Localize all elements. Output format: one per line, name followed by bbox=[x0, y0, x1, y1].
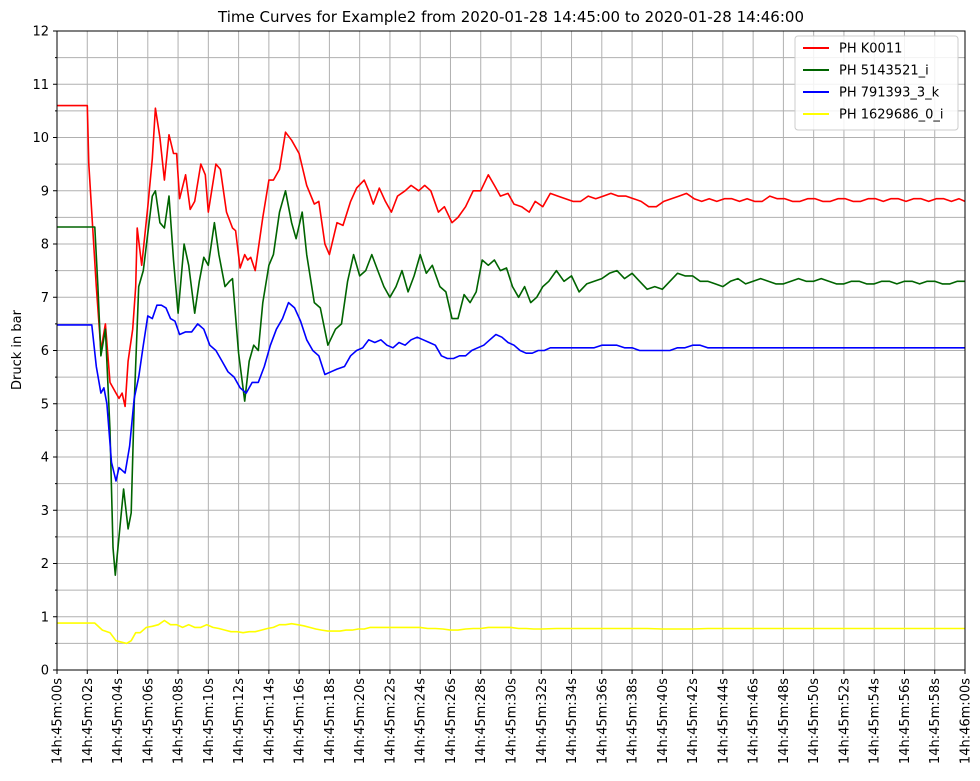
x-tick-label: 14h:45m:34s bbox=[565, 678, 580, 764]
x-tick-label: 14h:45m:40s bbox=[656, 678, 671, 764]
y-tick-label: 4 bbox=[41, 451, 49, 466]
x-tick-label: 14h:45m:22s bbox=[383, 678, 398, 764]
x-tick-label: 14h:45m:18s bbox=[323, 678, 338, 764]
y-tick-label: 9 bbox=[41, 184, 49, 199]
x-tick-label: 14h:45m:52s bbox=[837, 678, 852, 764]
x-tick-label: 14h:45m:54s bbox=[868, 678, 883, 764]
x-tick-label: 14h:45m:44s bbox=[716, 678, 731, 764]
y-axis-label: Druck in bar bbox=[10, 309, 25, 390]
legend: PH K0011 PH 5143521_i PH 791393_3_k PH 1629… bbox=[794, 35, 959, 131]
x-tick-label: 14h:45m:14s bbox=[262, 678, 277, 764]
x-tick-label: 14h:45m:16s bbox=[293, 678, 308, 764]
x-tick-label: 14h:45m:02s bbox=[81, 678, 96, 764]
chart-title: Time Curves for Example2 from 2020-01-28… bbox=[217, 8, 804, 26]
y-tick-label: 12 bbox=[32, 25, 49, 40]
y-tick-label: 2 bbox=[41, 557, 49, 572]
legend-label-ph-5143521-i: PH 5143521_i bbox=[839, 64, 929, 79]
x-tick-label: 14h:45m:20s bbox=[353, 678, 368, 764]
x-tick-label: 14h:45m:38s bbox=[626, 678, 641, 764]
y-tick-label: 10 bbox=[32, 131, 49, 146]
y-tick-label: 6 bbox=[41, 344, 49, 359]
x-tick-label: 14h:45m:08s bbox=[172, 678, 187, 764]
legend-label-ph-1629686-0-i: PH 1629686_0_i bbox=[839, 108, 944, 123]
x-tick-label: 14h:45m:10s bbox=[202, 678, 217, 764]
x-tick-label: 14h:45m:06s bbox=[141, 678, 156, 764]
x-tick-label: 14h:45m:48s bbox=[777, 678, 792, 764]
x-tick-label: 14h:45m:00s bbox=[51, 678, 66, 764]
x-tick-label: 14h:45m:50s bbox=[807, 678, 822, 764]
y-tick-label: 8 bbox=[41, 238, 49, 253]
series-line-ph-k0011 bbox=[57, 104, 966, 408]
y-tick-label: 3 bbox=[41, 504, 49, 519]
x-tick-label: 14h:45m:42s bbox=[686, 678, 701, 764]
x-tick-label: 14h:45m:30s bbox=[505, 678, 520, 764]
x-tick-label: 14h:45m:56s bbox=[898, 678, 913, 764]
x-axis: 14h:45m:00s 14h:45m:02s 14h:45m:04s 14h:45m… bbox=[51, 670, 974, 764]
y-tick-label: 7 bbox=[41, 291, 49, 306]
x-tick-label: 14h:46m:00s bbox=[959, 678, 974, 764]
y-tick-label: 0 bbox=[41, 664, 49, 679]
x-tick-label: 14h:45m:04s bbox=[111, 678, 126, 764]
grid bbox=[56, 30, 966, 671]
series-line-ph-1629686-0-i bbox=[57, 619, 965, 645]
x-tick-label: 14h:45m:46s bbox=[747, 678, 762, 764]
x-tick-label: 14h:45m:28s bbox=[474, 678, 489, 764]
y-tick-label: 1 bbox=[41, 610, 49, 625]
x-tick-label: 14h:45m:32s bbox=[535, 678, 550, 764]
x-tick-label: 14h:45m:12s bbox=[232, 678, 247, 764]
legend-label-ph-k0011: PH K0011 bbox=[839, 42, 902, 57]
series-line-ph-5143521-i bbox=[57, 190, 965, 577]
series-lines bbox=[57, 104, 966, 645]
y-tick-label: 11 bbox=[32, 78, 49, 93]
x-tick-label: 14h:45m:36s bbox=[595, 678, 610, 764]
x-tick-label: 14h:45m:26s bbox=[444, 678, 459, 764]
legend-box bbox=[794, 35, 959, 131]
x-tick-label: 14h:45m:24s bbox=[414, 678, 429, 764]
y-tick-label: 5 bbox=[41, 397, 49, 412]
legend-label-ph-791393-3-k: PH 791393_3_k bbox=[839, 86, 940, 101]
series-line-ph-791393-3-k bbox=[57, 301, 965, 482]
x-tick-label: 14h:45m:58s bbox=[928, 678, 943, 764]
